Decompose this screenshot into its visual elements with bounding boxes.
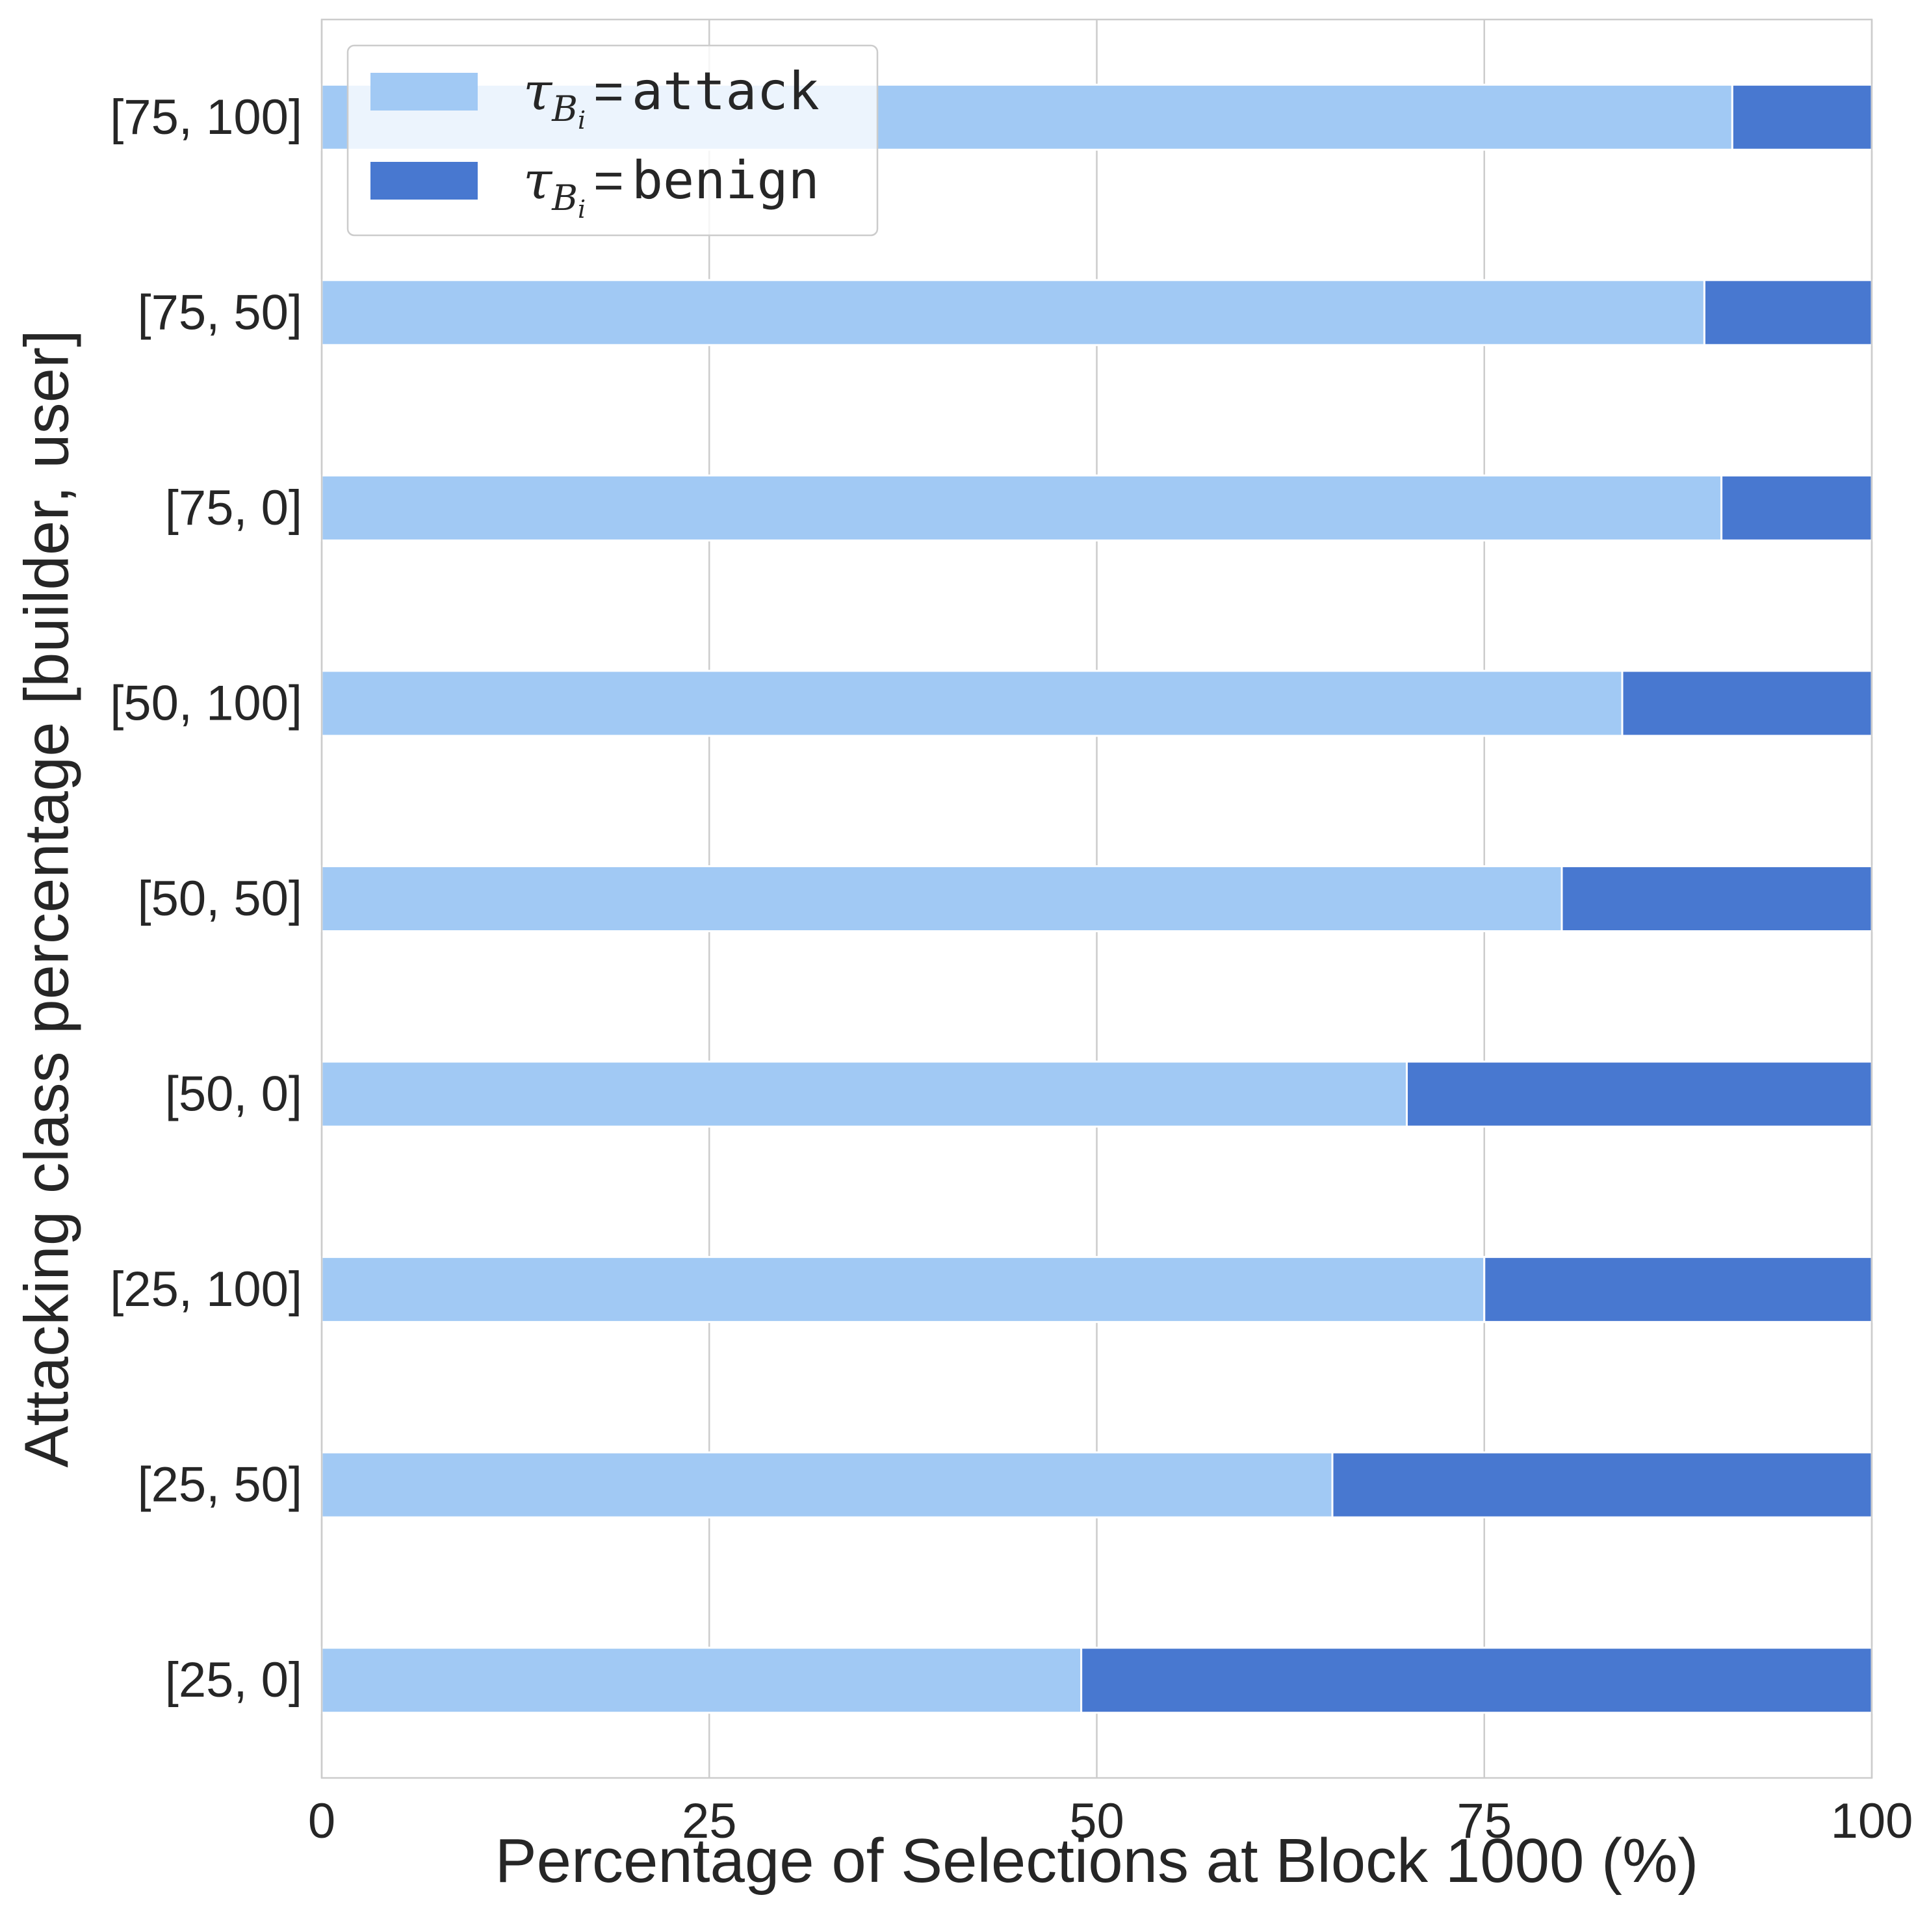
x-tick-label: 75 bbox=[1456, 1794, 1512, 1849]
bar-benign-8 bbox=[1080, 1647, 1873, 1714]
bar-benign-5 bbox=[1406, 1060, 1873, 1128]
x-tick-label: 50 bbox=[1069, 1794, 1124, 1849]
bar-benign-0 bbox=[1731, 83, 1873, 151]
legend-swatch-attack bbox=[370, 73, 478, 111]
y-tick-label: [75, 100] bbox=[110, 90, 302, 145]
bar-benign-7 bbox=[1331, 1451, 1873, 1519]
legend-label-benign: τBi = benign bbox=[523, 150, 820, 224]
x-tick-label: 25 bbox=[682, 1794, 737, 1849]
bar-attack-8 bbox=[320, 1647, 1083, 1714]
legend-label-attack: τBi = attack bbox=[523, 61, 820, 135]
bar-attack-7 bbox=[320, 1451, 1334, 1519]
bar-benign-3 bbox=[1621, 670, 1873, 737]
legend-box bbox=[346, 44, 879, 237]
bar-attack-2 bbox=[320, 474, 1723, 542]
bar-benign-2 bbox=[1720, 474, 1873, 542]
legend: τBi = attack τBi = benign bbox=[346, 44, 879, 237]
bar-attack-6 bbox=[320, 1256, 1486, 1324]
legend-swatch-benign bbox=[370, 162, 478, 200]
y-tick-label: [50, 100] bbox=[110, 675, 302, 731]
y-tick-label: [25, 0] bbox=[165, 1652, 302, 1708]
x-tick-labels: 0 25 50 75 100 bbox=[308, 1794, 1913, 1849]
x-tick-label: 100 bbox=[1831, 1794, 1913, 1849]
y-tick-label: [25, 100] bbox=[110, 1262, 302, 1317]
plot-frame bbox=[320, 18, 1873, 1779]
bar-attack-1 bbox=[320, 279, 1705, 346]
y-tick-label: [25, 50] bbox=[137, 1457, 302, 1513]
bars bbox=[320, 83, 1873, 1714]
y-tick-label: [75, 0] bbox=[165, 480, 302, 536]
y-tick-label: [50, 0] bbox=[165, 1067, 302, 1122]
bar-attack-5 bbox=[320, 1060, 1408, 1128]
bar-benign-6 bbox=[1483, 1256, 1873, 1324]
x-tick-label: 0 bbox=[308, 1794, 335, 1849]
y-axis-label: Attacking class percentage [builder, use… bbox=[12, 330, 82, 1467]
y-tick-labels: [75, 100] [75, 50] [75, 0] [50, 100] [50, 50… bbox=[110, 90, 302, 1708]
x-axis-label: Percentage of Selections at Block 1000 (… bbox=[495, 1826, 1699, 1896]
y-tick-label: [50, 50] bbox=[137, 871, 302, 926]
bar-benign-1 bbox=[1703, 279, 1873, 346]
bar-attack-3 bbox=[320, 670, 1624, 737]
y-tick-label: [75, 50] bbox=[137, 285, 302, 340]
bar-benign-4 bbox=[1560, 865, 1873, 932]
bar-attack-4 bbox=[320, 865, 1563, 932]
